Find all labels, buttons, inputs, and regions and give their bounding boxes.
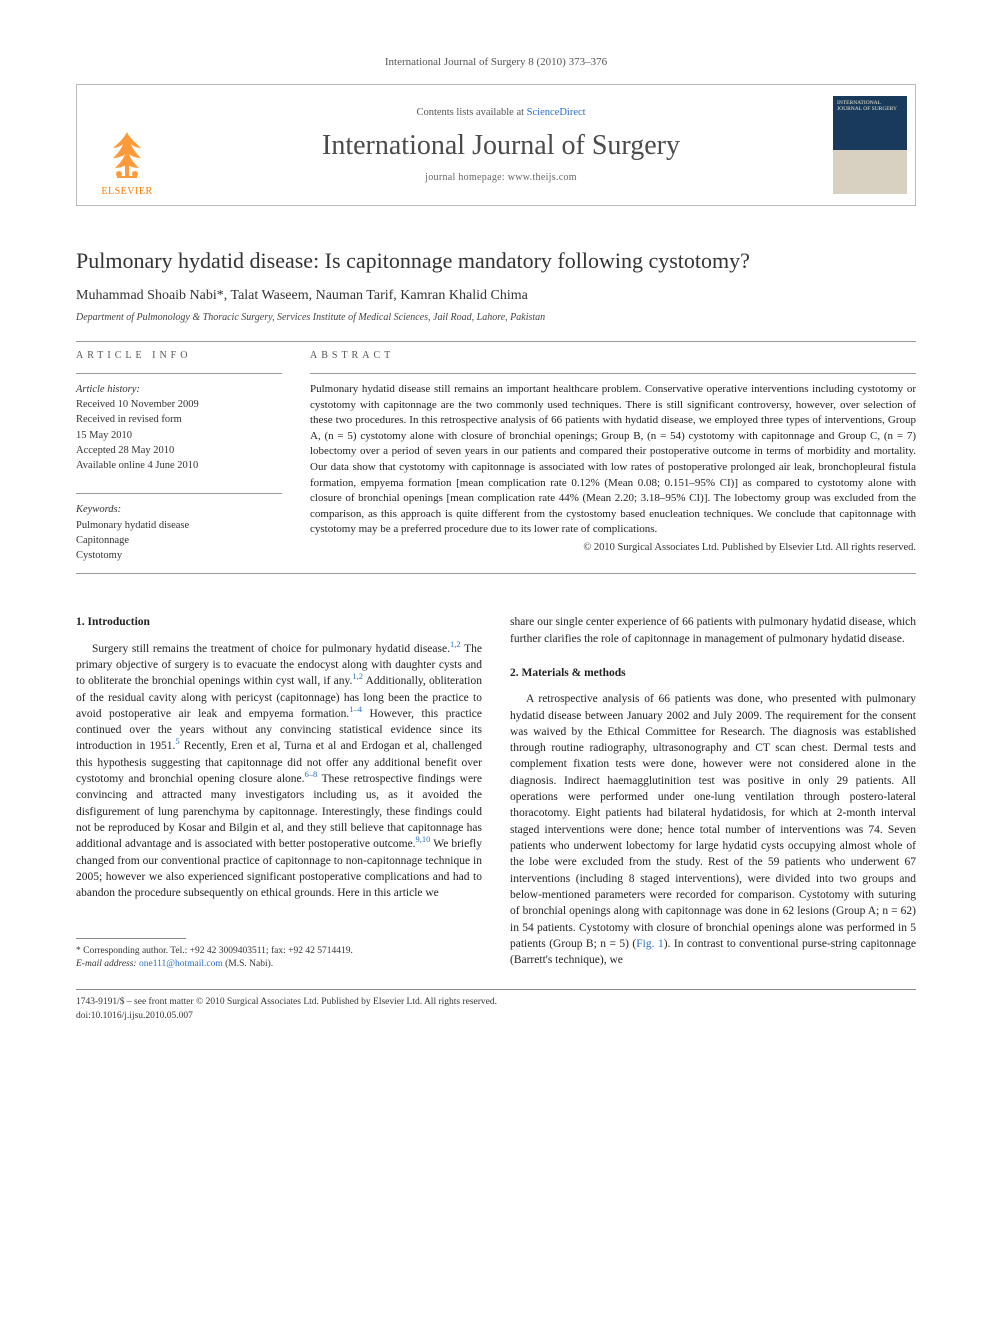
contents-available-line: Contents lists available at ScienceDirec… [416, 107, 585, 118]
abstract-text: Pulmonary hydatid disease still remains … [310, 382, 916, 538]
abstract-column: ABSTRACT Pulmonary hydatid disease still… [310, 350, 916, 563]
history-revised-date: 15 May 2010 [76, 428, 282, 443]
citation-ref[interactable]: 1–4 [349, 704, 362, 714]
body-text: Surgery still remains the treatment of c… [92, 643, 450, 655]
publisher-logo-cell: ELSEVIER [77, 85, 177, 205]
methods-paragraph: A retrospective analysis of 66 patients … [510, 691, 916, 969]
publisher-name: ELSEVIER [101, 186, 152, 197]
divider [76, 373, 282, 374]
citation-ref[interactable]: 6–8 [305, 769, 318, 779]
keywords-head: Keywords: [76, 502, 282, 517]
bottom-divider [76, 989, 916, 990]
bottom-metadata: 1743-9191/$ – see front matter © 2010 Su… [76, 996, 916, 1023]
keyword: Pulmonary hydatid disease [76, 518, 282, 533]
sciencedirect-link[interactable]: ScienceDirect [527, 107, 586, 118]
history-head: Article history: [76, 382, 282, 397]
journal-homepage: journal homepage: www.theijs.com [425, 172, 577, 183]
cover-thumbnail-cell: INTERNATIONAL JOURNAL OF SURGERY [825, 85, 915, 205]
journal-title: International Journal of Surgery [322, 130, 680, 162]
contents-prefix: Contents lists available at [416, 107, 526, 118]
abstract-label: ABSTRACT [310, 350, 916, 361]
body-column-right: share our single center experience of 66… [510, 614, 916, 971]
header-center: Contents lists available at ScienceDirec… [177, 85, 825, 205]
info-abstract-row: ARTICLE INFO Article history: Received 1… [76, 350, 916, 563]
journal-reference: International Journal of Surgery 8 (2010… [76, 56, 916, 68]
elsevier-tree-icon [103, 126, 151, 184]
keyword: Cystotomy [76, 548, 282, 563]
footnote-email-link[interactable]: one111@hotmail.com [139, 959, 223, 969]
divider [76, 573, 916, 574]
body-text: A retrospective analysis of 66 patients … [510, 693, 916, 950]
history-online: Available online 4 June 2010 [76, 458, 282, 473]
body-column-left: 1. Introduction Surgery still remains th… [76, 614, 482, 971]
abstract-copyright: © 2010 Surgical Associates Ltd. Publishe… [310, 542, 916, 553]
history-accepted: Accepted 28 May 2010 [76, 443, 282, 458]
history-revised-label: Received in revised form [76, 412, 282, 427]
section-heading-introduction: 1. Introduction [76, 614, 482, 630]
article-history: Article history: Received 10 November 20… [76, 382, 282, 473]
citation-ref[interactable]: 9,10 [416, 835, 431, 845]
section-heading-methods: 2. Materials & methods [510, 665, 916, 681]
intro-paragraph: Surgery still remains the treatment of c… [76, 641, 482, 902]
journal-cover-thumbnail: INTERNATIONAL JOURNAL OF SURGERY [833, 96, 907, 194]
corresponding-author-footnote: * Corresponding author. Tel.: +92 42 300… [76, 945, 482, 972]
footnote-corr: * Corresponding author. Tel.: +92 42 300… [76, 945, 482, 958]
divider [76, 341, 916, 342]
divider [76, 493, 282, 494]
divider [310, 373, 916, 374]
citation-ref[interactable]: 1,2 [352, 671, 363, 681]
article-title: Pulmonary hydatid disease: Is capitonnag… [76, 248, 916, 274]
doi-line: doi:10.1016/j.ijsu.2010.05.007 [76, 1010, 916, 1023]
article-affiliation: Department of Pulmonology & Thoracic Sur… [76, 312, 916, 323]
intro-continuation: share our single center experience of 66… [510, 614, 916, 647]
footnote-email-line: E-mail address: one111@hotmail.com (M.S.… [76, 958, 482, 971]
article-info-column: ARTICLE INFO Article history: Received 1… [76, 350, 282, 563]
front-matter-line: 1743-9191/$ – see front matter © 2010 Su… [76, 996, 916, 1009]
footnote-email-label: E-mail address: [76, 959, 139, 969]
citation-ref[interactable]: 1,2 [450, 639, 461, 649]
figure-ref[interactable]: Fig. 1 [636, 938, 663, 950]
article-authors: Muhammad Shoaib Nabi*, Talat Waseem, Nau… [76, 288, 916, 304]
footnote-separator [76, 938, 186, 939]
keyword: Capitonnage [76, 533, 282, 548]
footnote-email-name: (M.S. Nabi). [223, 959, 273, 969]
article-info-label: ARTICLE INFO [76, 350, 282, 361]
body-columns: 1. Introduction Surgery still remains th… [76, 614, 916, 971]
keywords-block: Keywords: Pulmonary hydatid disease Capi… [76, 502, 282, 563]
journal-header: ELSEVIER Contents lists available at Sci… [76, 84, 916, 206]
history-received: Received 10 November 2009 [76, 397, 282, 412]
